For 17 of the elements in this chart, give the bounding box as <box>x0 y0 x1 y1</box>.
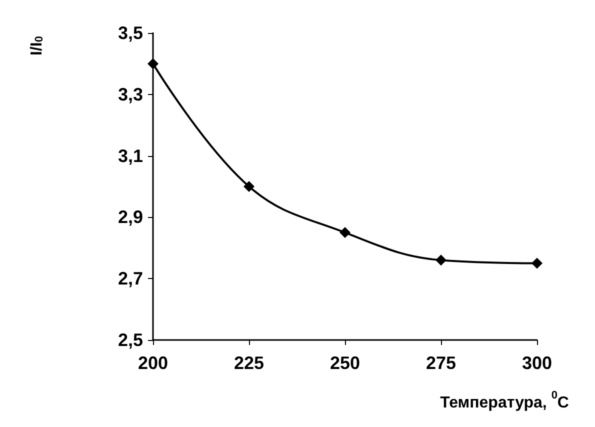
y-tick-label: 2,5 <box>118 330 143 350</box>
y-tick-label: 3,5 <box>118 23 143 43</box>
y-tick-label: 3,3 <box>118 84 143 104</box>
x-tick-label: 300 <box>522 353 552 373</box>
x-tick-label: 225 <box>234 353 264 373</box>
y-tick-label: 3,1 <box>118 146 143 166</box>
point <box>148 58 158 70</box>
x-tick-label: 200 <box>138 353 168 373</box>
point <box>532 258 542 269</box>
y-tick-label: 2,7 <box>118 268 143 289</box>
y-tick-label: 2,9 <box>118 207 143 228</box>
y-axis-title: I/I0 <box>28 36 46 56</box>
x-tick-label: 250 <box>330 353 360 373</box>
point <box>244 181 254 192</box>
x-tick-label: 275 <box>426 353 456 373</box>
point <box>436 254 446 266</box>
point <box>340 227 350 238</box>
